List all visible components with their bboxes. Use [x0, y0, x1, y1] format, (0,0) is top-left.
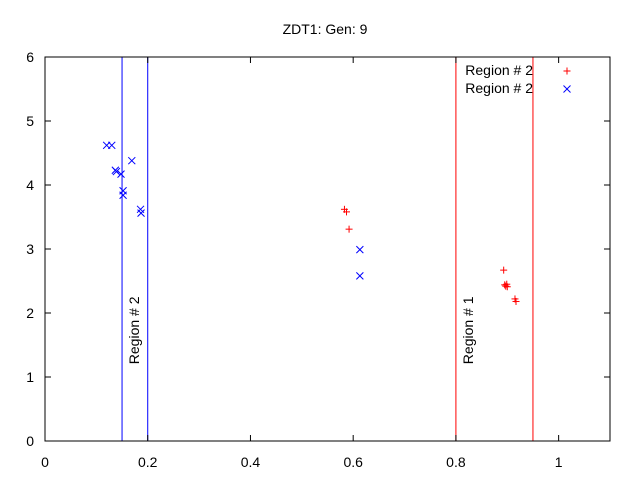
data-point: [127, 156, 136, 165]
points-layer: [102, 141, 520, 305]
data-point: [119, 191, 127, 200]
x-tick-label: 0.6: [343, 454, 363, 470]
data-point: [503, 283, 511, 291]
chart-title: ZDT1: Gen: 9: [283, 21, 368, 37]
region-label: Region # 1: [460, 296, 476, 364]
x-tick-label: 0.4: [241, 454, 261, 470]
legend: Region # 2 Region # 2: [465, 62, 571, 96]
data-point: [512, 297, 520, 305]
x-tick-label: 0: [41, 454, 49, 470]
y-tick-label: 5: [26, 113, 34, 129]
data-point: [117, 170, 125, 178]
legend-marker: [563, 85, 571, 93]
y-tick-label: 4: [26, 177, 34, 193]
data-point: [500, 266, 508, 274]
data-point: [112, 167, 121, 176]
y-tick-label: 2: [26, 305, 34, 321]
x-tick-label: 0.8: [446, 454, 466, 470]
region-label: Region # 2: [126, 296, 142, 364]
x-tick-label: 1: [555, 454, 563, 470]
y-tick-label: 3: [26, 241, 34, 257]
legend-marker: [563, 67, 571, 75]
data-point: [343, 208, 351, 216]
data-point: [345, 225, 353, 233]
legend-label: Region # 2: [465, 62, 533, 78]
plot-frame: [44, 56, 611, 442]
legend-label: Region # 2: [465, 80, 533, 96]
axes-layer: 0 0.2 0.4 0.6 0.8 1 0 1 2 3 4 5 6: [26, 49, 611, 470]
data-point: [107, 141, 116, 150]
data-point: [502, 282, 510, 290]
data-point: [356, 245, 364, 254]
y-tick-label: 1: [26, 369, 34, 385]
y-tick-label: 6: [26, 49, 34, 65]
x-tick-label: 0.2: [138, 454, 158, 470]
data-point: [356, 272, 364, 280]
y-tick-label: 0: [26, 433, 34, 449]
regions-layer: Region # 2 Region # 1: [121, 57, 534, 441]
data-point: [137, 209, 145, 218]
